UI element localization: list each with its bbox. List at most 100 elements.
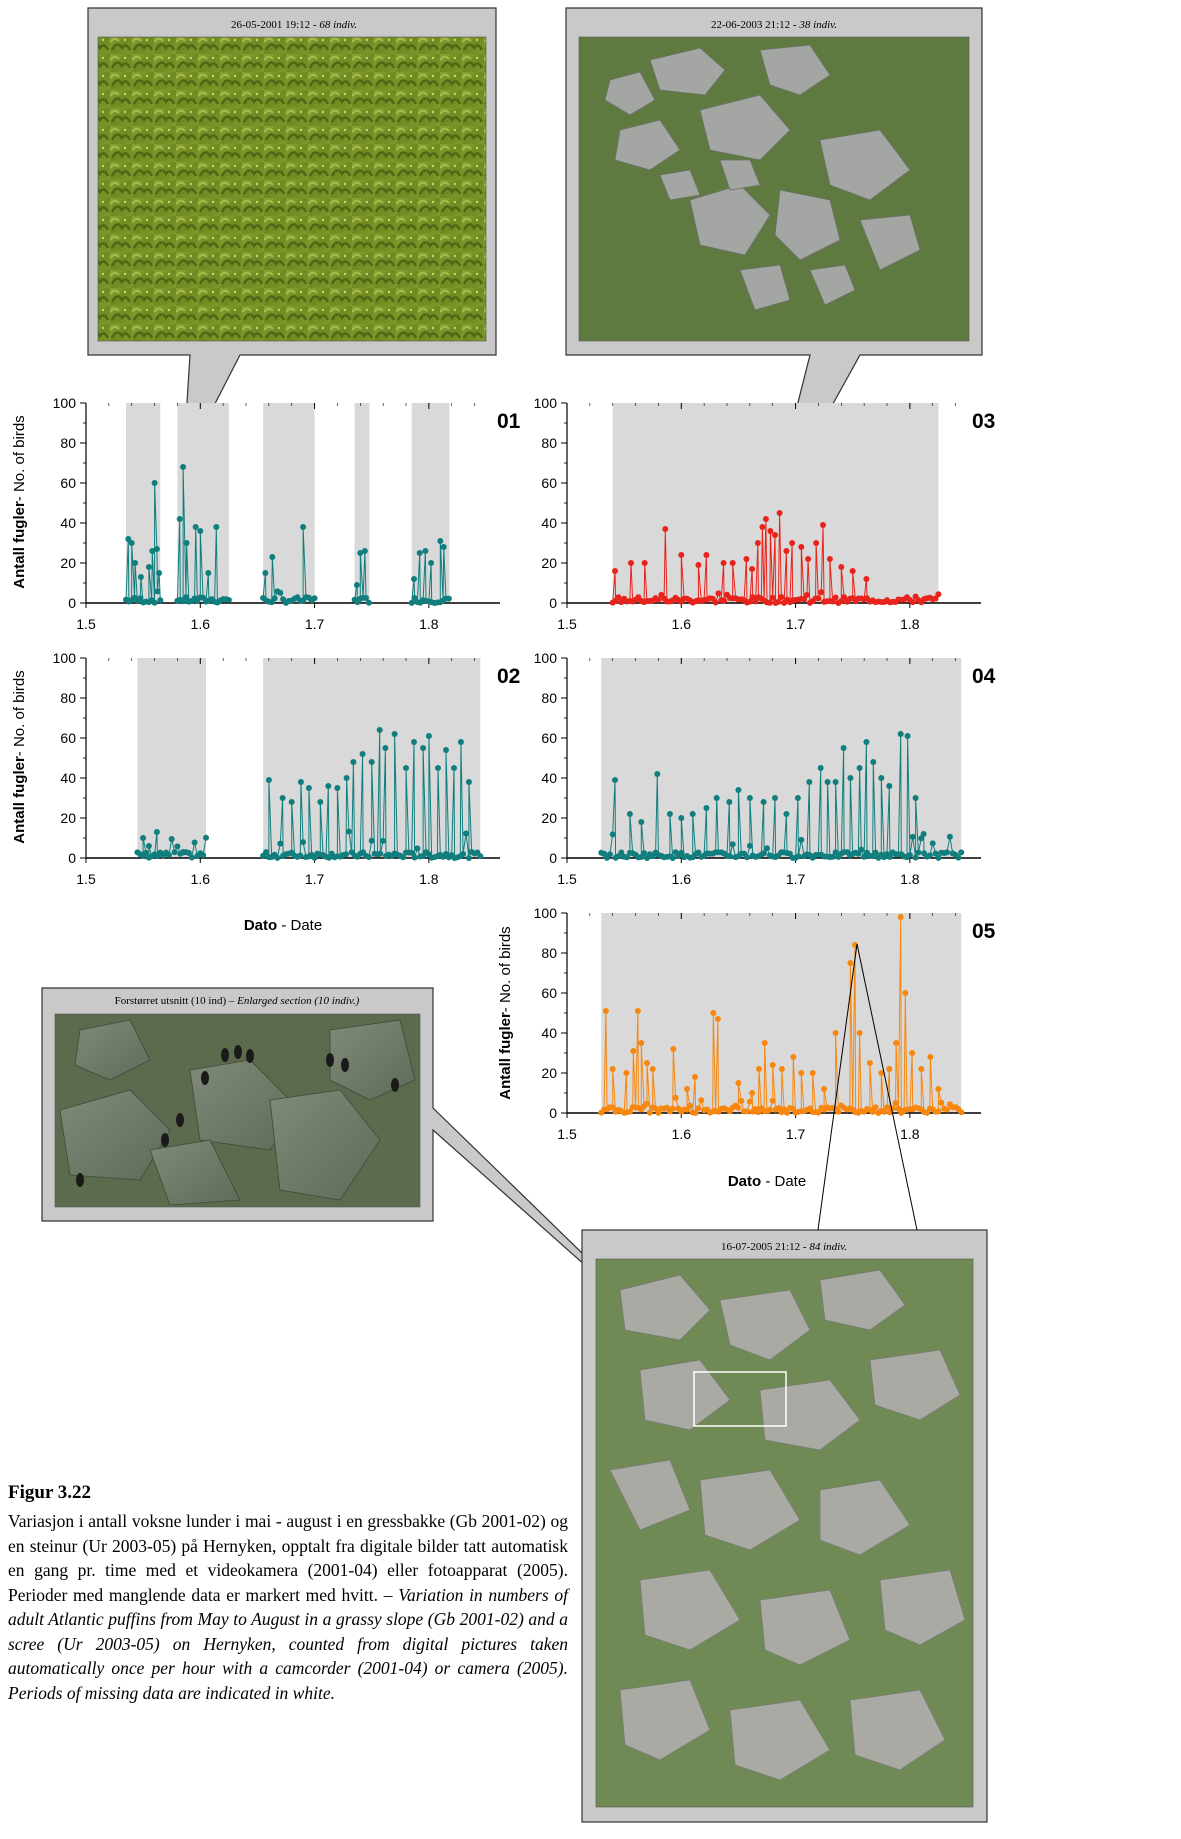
data-point-05-151 [927, 1054, 934, 1060]
data-point-02-122 [460, 851, 467, 857]
panel-id-01: 01 [497, 410, 521, 433]
figure-caption-title: Figur 3.22 [8, 1482, 92, 1503]
data-point-02-78 [368, 837, 375, 844]
y-axis-label-05: Antall fugler- No. of birds [497, 926, 514, 1099]
data-point-03-59 [749, 566, 756, 572]
data-point-03-60 [749, 594, 756, 601]
panel-id-03: 03 [972, 410, 995, 433]
data-point-05-74 [761, 1040, 768, 1046]
data-point-01-76 [361, 548, 368, 554]
data-point-02-95 [403, 765, 409, 771]
panel-id-04: 04 [972, 665, 996, 688]
x-tick-label-02-1.8: 1.8 [419, 871, 439, 887]
data-point-03-100 [826, 556, 833, 562]
data-point-04-74 [772, 795, 778, 801]
data-point-01-65 [300, 524, 307, 530]
panel-id-05: 05 [972, 920, 996, 943]
data-point-02-90 [391, 731, 398, 737]
data-point-01-77 [363, 595, 369, 601]
data-point-02-36 [277, 840, 284, 847]
chart-panel-05: 0 20 40 60 80 100 1.5 1.6 1.7 1.8 [534, 905, 981, 1142]
data-point-04-12 [626, 811, 633, 817]
data-point-02-125 [465, 779, 472, 785]
series-line-01-1 [176, 466, 230, 604]
data-point-02-103 [420, 745, 427, 751]
data-point-02-9 [153, 829, 160, 835]
data-point-04-59 [735, 787, 742, 793]
data-point-01-9 [137, 574, 144, 580]
zoom-region-marker [693, 1371, 787, 1427]
data-point-05-154 [935, 1108, 942, 1115]
data-point-02-106 [425, 733, 432, 739]
x-tick-label-03-1.6: 1.6 [672, 616, 692, 632]
data-point-02-35 [274, 854, 281, 861]
data-point-04-140 [912, 795, 919, 801]
data-point-03-132 [909, 599, 916, 606]
data-point-03-47 [721, 597, 728, 604]
data-point-05-135 [895, 1105, 902, 1112]
data-point-01-94 [437, 538, 444, 544]
data-point-04-137 [906, 852, 913, 858]
data-point-02-70 [350, 759, 357, 765]
data-point-05-44 [692, 1109, 699, 1116]
data-point-05-155 [935, 1086, 942, 1092]
data-point-04-141 [915, 849, 922, 856]
data-period-02-0 [137, 658, 206, 858]
y-tick-label-03-20: 20 [541, 555, 557, 571]
x-tick-label-04-1.5: 1.5 [557, 871, 577, 887]
data-point-04-69 [760, 799, 767, 805]
y-tick-label-04-20: 20 [541, 810, 557, 826]
data-point-05-130 [886, 1066, 893, 1072]
data-point-05-107 [835, 1108, 842, 1115]
data-point-02-45 [297, 852, 304, 859]
data-point-03-86 [798, 544, 805, 550]
data-point-04-143 [920, 831, 927, 837]
data-point-02-42 [288, 799, 295, 805]
data-period-01-2 [263, 403, 315, 603]
data-point-05-24 [646, 1109, 653, 1116]
y-tick-label-02-60: 60 [60, 730, 76, 746]
data-point-02-83 [377, 850, 384, 857]
data-point-01-20 [156, 570, 163, 576]
data-point-02-117 [451, 765, 457, 771]
data-point-02-93 [400, 854, 407, 861]
data-point-01-56 [277, 589, 284, 596]
y-tick-label-03-60: 60 [541, 475, 557, 491]
series-05 [598, 914, 965, 1116]
data-point-04-120 [870, 759, 877, 765]
data-point-04-18 [641, 850, 648, 857]
data-point-04-17 [638, 819, 645, 825]
data-point-02-85 [382, 745, 389, 751]
data-point-05-27 [652, 1105, 659, 1112]
data-point-03-14 [641, 560, 648, 566]
data-point-03-29 [678, 552, 685, 558]
photo-05-timestamp: 16-07-2005 21:12 - 84 indiv. [721, 1241, 847, 1253]
data-point-01-78 [365, 599, 372, 606]
series-03 [609, 510, 942, 606]
chart-panel-01: 0 20 40 60 80 100 1.5 1.6 1.7 1.8 [53, 395, 500, 632]
data-point-04-113 [856, 765, 863, 771]
data-point-04-94 [817, 765, 824, 771]
data-point-04-98 [824, 779, 831, 785]
data-point-05-80 [775, 1105, 782, 1111]
y-tick-label-01-80: 80 [60, 435, 76, 451]
data-point-02-50 [305, 785, 312, 791]
data-point-01-53 [269, 554, 276, 560]
y-tick-label-05-0: 0 [549, 1105, 557, 1121]
data-point-01-69 [311, 595, 318, 602]
data-point-05-34 [670, 1046, 677, 1052]
data-point-04-54 [726, 799, 733, 805]
data-point-02-79 [368, 759, 375, 765]
data-point-05-98 [815, 1109, 822, 1116]
callout-pointers [817, 943, 918, 1231]
y-tick-label-03-40: 40 [541, 515, 557, 531]
data-point-01-89 [428, 560, 435, 566]
data-point-03-22 [662, 526, 669, 532]
x-tick-label-01-1.6: 1.6 [191, 616, 211, 632]
chart-panel-02: 0 20 40 60 80 100 1.5 1.6 1.7 1.8 [53, 650, 500, 887]
y-tick-label-02-40: 40 [60, 770, 76, 786]
photo-callout-01: 26-05-2001 19:12 - 68 indiv. [87, 7, 497, 467]
data-point-02-22 [185, 850, 192, 856]
y-tick-label-05-40: 40 [541, 1025, 557, 1041]
data-point-05-127 [878, 1070, 885, 1076]
